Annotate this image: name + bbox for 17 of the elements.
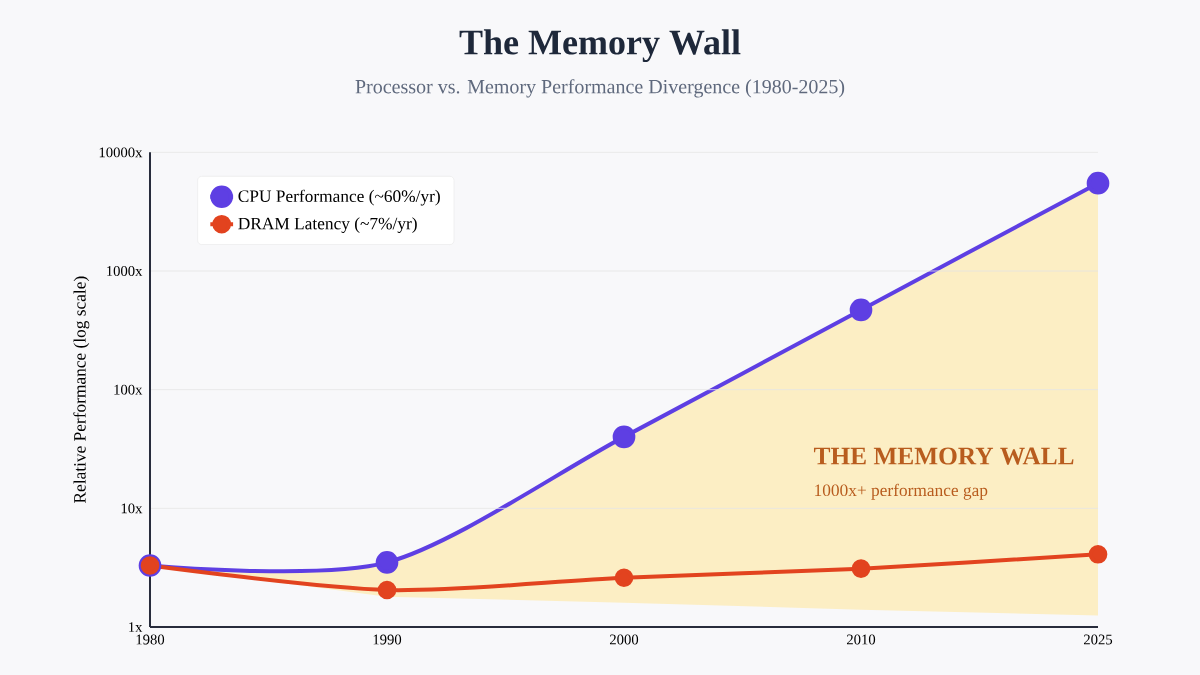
legend-label: DRAM Latency (~7%/yr) bbox=[238, 217, 417, 233]
x-tick-label: 1990 bbox=[373, 634, 402, 645]
chart-subtitle: Processor vs. Memory Performance Divergence (1980-2025) bbox=[355, 79, 845, 98]
y-axis-title: Relative Performance (log scale) bbox=[73, 276, 90, 503]
y-tick-label: 1000x bbox=[107, 266, 143, 276]
y-tick-label: 10x bbox=[121, 503, 143, 514]
x-tick-label: 1980 bbox=[136, 634, 165, 645]
y-tick-label: 100x bbox=[114, 384, 143, 395]
annotation: THE MEMORY WALL bbox=[813, 447, 1074, 465]
chart-title: The Memory Wall bbox=[459, 29, 741, 63]
x-tick-label: 2010 bbox=[846, 634, 876, 645]
legend-label: CPU Performance (~60%/yr) bbox=[238, 189, 440, 206]
annotation: 1000x+ performance gap bbox=[815, 483, 988, 500]
x-tick-label: 2000 bbox=[609, 634, 639, 645]
x-tick-label: 2025 bbox=[1083, 634, 1113, 645]
y-tick-label: 10000x bbox=[99, 147, 143, 158]
y-tick-label: 1x bbox=[129, 622, 143, 632]
